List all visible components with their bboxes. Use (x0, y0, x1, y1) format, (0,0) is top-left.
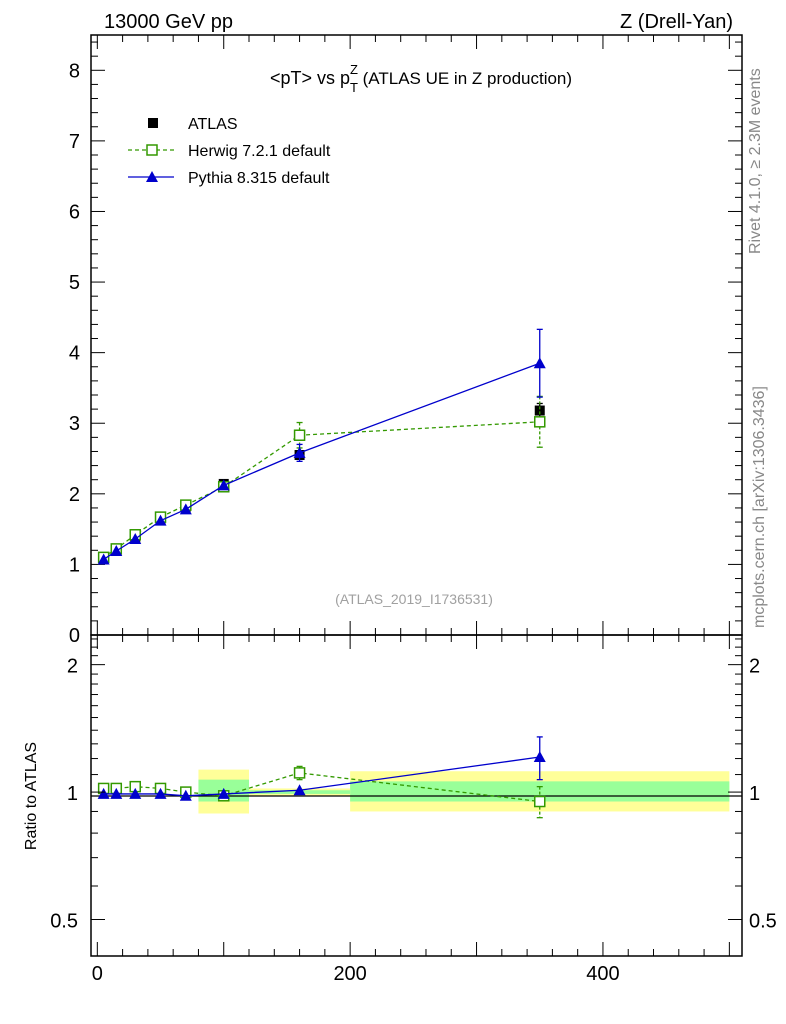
ratio-y-tick-label-right: 2 (749, 656, 760, 678)
main-y-tick-label: 2 (69, 484, 80, 506)
ratio-panel: 0.5 0.5 1 1 2 2 0 200 400 Ratio to ATLAS (23, 634, 777, 985)
pythia-ratio-point (533, 751, 546, 763)
pythia-ratio-point (129, 787, 142, 799)
main-series-layer (97, 328, 546, 565)
pythia-point (129, 533, 142, 544)
pythia-line (103, 362, 540, 561)
ratio-axis-ticks: 0.5 0.5 1 1 2 2 0 200 400 (50, 635, 777, 985)
herwig-point (293, 429, 306, 441)
pythia-ratio-point (110, 787, 123, 799)
main-panel: 0 1 2 3 4 5 6 7 8 <pT> vs pZ T (ATLAS UE in Z pro… (69, 34, 743, 647)
ratio-y-axis-label: Ratio to ATLAS (23, 742, 40, 850)
pythia-point (110, 545, 123, 556)
legend: ATLAS Herwig 7.2.1 default Pythia 8.315 … (128, 116, 331, 187)
ratio-x-tick-label: 0 (92, 963, 103, 985)
pythia-point (154, 514, 167, 526)
mcplots-label: mcplots.cern.ch [arXiv:1306.3436] (751, 386, 768, 628)
herwig-point (533, 416, 546, 428)
legend-marker-herwig (146, 144, 158, 156)
main-y-tick-label: 5 (69, 272, 80, 294)
main-y-tick-label: 1 (69, 554, 80, 576)
pythia-ratio-point (217, 787, 230, 799)
ratio-x-tick-label: 200 (333, 963, 366, 985)
legend-marker-pythia (146, 171, 158, 182)
pythia-ratio-point (154, 787, 167, 799)
main-y-tick-label: 6 (69, 201, 80, 223)
ratio-y-tick-label-right: 1 (749, 783, 760, 805)
ratio-series-layer (97, 736, 546, 819)
atlas-point (534, 405, 545, 416)
plot-title: <pT> vs pZ T (ATLAS UE in Z production) (270, 62, 572, 95)
process-label: Z (Drell-Yan) (620, 11, 733, 33)
main-y-tick-label: 4 (69, 343, 80, 365)
pythia-point (97, 553, 110, 565)
herwig-ratio-point (533, 795, 546, 808)
main-y-tick-label: 3 (69, 413, 80, 435)
pythia-point (217, 479, 230, 491)
herwig-ratio-point (293, 767, 306, 779)
pythia-point (533, 357, 546, 369)
main-y-tick-label: 0 (69, 625, 80, 647)
main-axis-ticks: 0 1 2 3 4 5 6 7 8 (69, 35, 742, 647)
ratio-y-tick-label-left: 0.5 (50, 911, 78, 933)
pythia-ratio-point (293, 784, 306, 796)
ratio-x-tick-label: 400 (586, 963, 619, 985)
ratio-y-tick-label-left: 2 (67, 656, 78, 678)
rivet-version-label: Rivet 4.1.0, ≥ 2.3M events (747, 68, 764, 254)
ratio-plot-frame (90, 634, 743, 957)
main-y-tick-label: 7 (69, 131, 80, 153)
main-y-tick-label: 8 (69, 60, 80, 82)
pythia-ratio-point (97, 787, 110, 799)
pythia-point (293, 446, 306, 458)
ratio-y-tick-label-right: 0.5 (749, 911, 777, 933)
legend-label-atlas: ATLAS (188, 116, 238, 133)
legend-marker-atlas (148, 118, 158, 128)
ratio-y-tick-label-left: 1 (67, 783, 78, 805)
herwig-line (103, 421, 540, 558)
pythia-point (179, 503, 192, 515)
analysis-id-label: (ATLAS_2019_I1736531) (335, 591, 493, 607)
legend-label-pythia: Pythia 8.315 default (188, 170, 330, 187)
collision-label: 13000 GeV pp (104, 11, 233, 33)
legend-label-herwig: Herwig 7.2.1 default (188, 143, 331, 160)
pythia-ratio-point (179, 789, 192, 801)
